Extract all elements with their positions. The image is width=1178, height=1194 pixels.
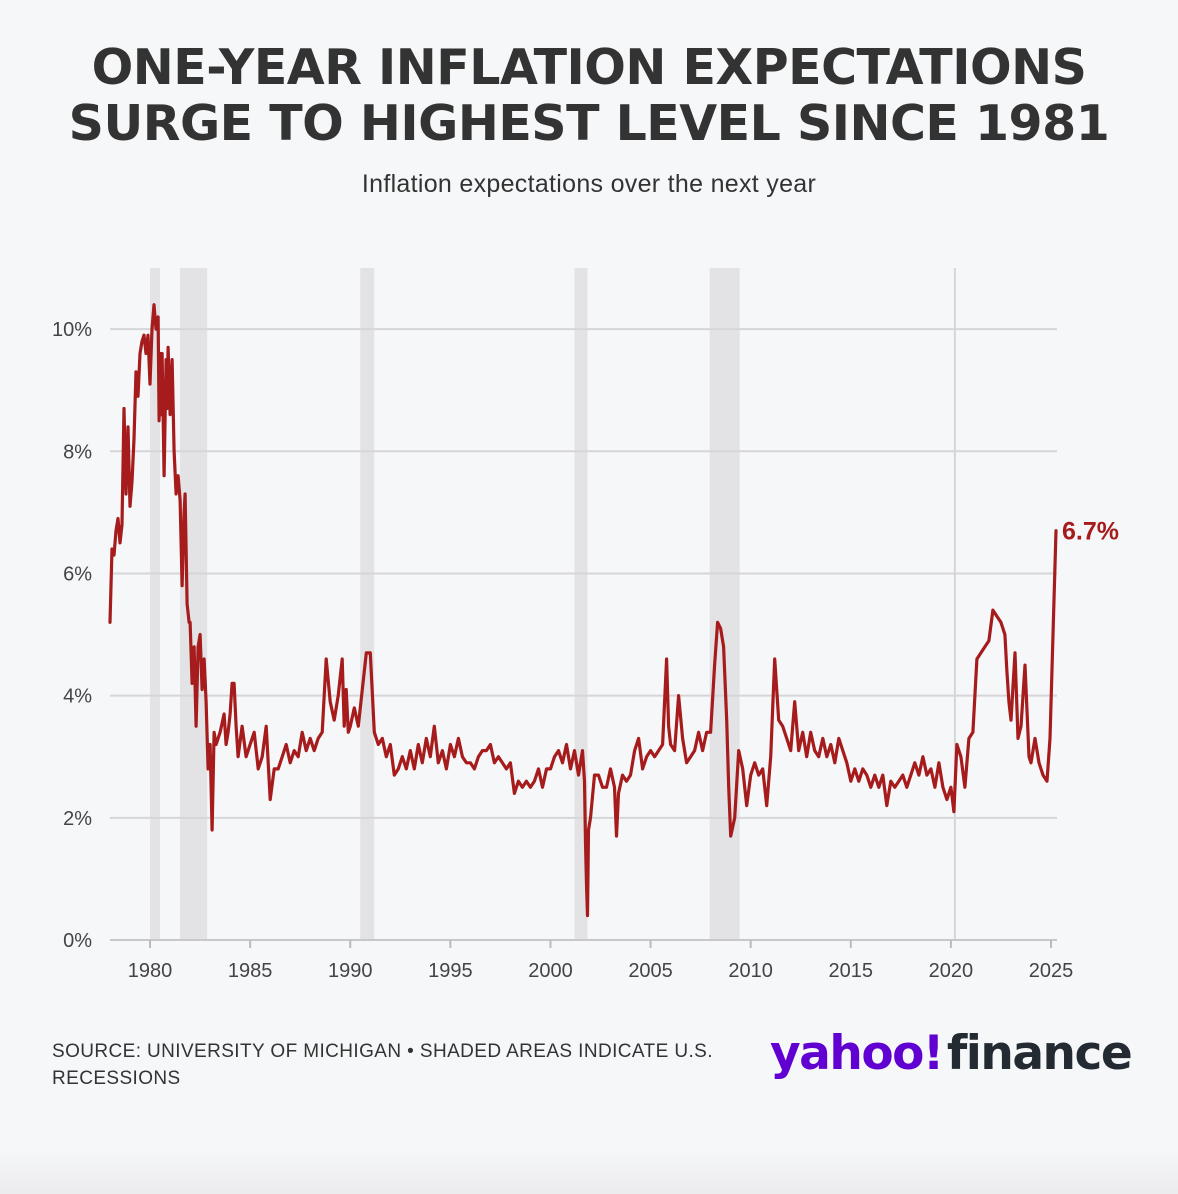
chart-subtitle: Inflation expectations over the next yea… [361,170,817,198]
recession-band-1 [180,268,208,940]
latest-value-label: 6.7% [1062,518,1119,546]
x-tick-label: 2010 [728,960,773,982]
series-line-0 [108,303,1058,918]
logo-yahoo: yahoo! [770,1026,944,1081]
yahoo-finance-logo: yahoo! finance [770,1026,1133,1096]
x-tick-label: 1980 [128,960,173,982]
recession-band-0 [150,268,161,940]
x-tick-label: 1995 [428,960,473,982]
y-tick-label: 0% [63,930,92,952]
x-tick-label: 1985 [228,960,273,982]
chart-title-line-1: ONE-YEAR INFLATION EXPECTATIONS [91,39,1087,96]
y-tick-label: 10% [52,319,92,341]
recession-bands [150,268,740,940]
y-tick-label: 4% [63,686,92,708]
bottom-band [0,1150,1178,1194]
x-tick-label: 2015 [829,960,874,982]
y-tick-label: 8% [63,441,92,463]
x-tick-label: 2020 [929,960,974,982]
x-tick-label: 1990 [328,960,373,982]
axes: 0% 2% 4% 6% 8% 10% 1980 1985 1990 1995 2000 2005 201… [52,319,1073,982]
logo-finance: finance [946,1026,1133,1081]
annotations: 6.7% [1062,518,1119,546]
line-chart: 0% 2% 4% 6% 8% 10% 1980 1985 1990 1995 2000 2005 201… [52,268,1119,982]
x-tick-label: 2000 [528,960,573,982]
recession-band-4 [709,268,740,940]
source-note: SOURCE: UNIVERSITY OF MICHIGAN • SHADED … [52,1041,713,1089]
chart-title: ONE-YEAR INFLATION EXPECTATIONS SURGE TO… [0,40,1178,152]
series-layer [108,303,1058,918]
y-tick-label: 6% [63,563,92,585]
y-tick-label: 2% [63,808,92,830]
recession-band-2 [360,268,375,940]
x-tick-label: 2025 [1029,960,1074,982]
chart-title-line-2: SURGE TO HIGHEST LEVEL SINCE 1981 [68,95,1110,152]
x-tick-label: 2005 [628,960,673,982]
